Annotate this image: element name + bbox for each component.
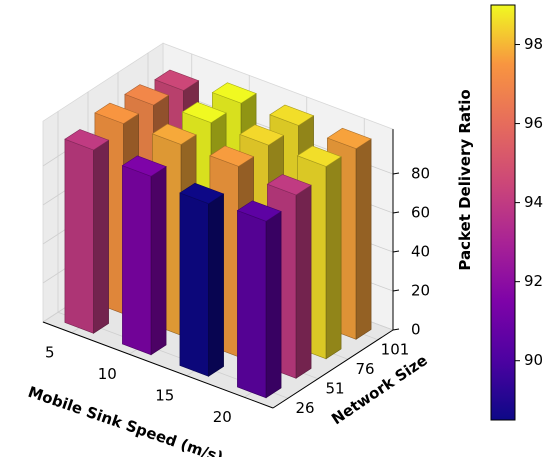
y-tick-label: 51 bbox=[325, 379, 344, 397]
z-axis-label: Packet Delivery Ratio bbox=[456, 89, 474, 270]
bar-5-26 bbox=[64, 129, 110, 334]
bar-10-26 bbox=[121, 155, 167, 356]
z-tick-label: 20 bbox=[411, 282, 430, 300]
z-tick-label: 0 bbox=[411, 321, 421, 339]
x-tick-label: 15 bbox=[155, 386, 174, 404]
z-tick-label: 60 bbox=[411, 204, 430, 222]
colorbar-tick-label: 92 bbox=[524, 272, 543, 290]
x-tick-label: 20 bbox=[213, 408, 232, 426]
bars bbox=[64, 69, 372, 399]
y-tick-label: 101 bbox=[381, 340, 410, 358]
colorbar-tick-label: 90 bbox=[524, 351, 543, 369]
x-axis-label: Mobile Sink Speed (m/s) bbox=[26, 383, 226, 457]
colorbar-ticks: 90 92 94 96 98 bbox=[515, 35, 543, 369]
bar-15-26 bbox=[179, 182, 225, 377]
colorbar bbox=[490, 4, 516, 421]
z-tick-label: 80 bbox=[411, 165, 430, 183]
colorbar-tick-label: 94 bbox=[524, 193, 543, 211]
axis-lines bbox=[42, 129, 394, 409]
y-tick-label: 76 bbox=[355, 360, 374, 378]
colorbar-tick-label: 96 bbox=[524, 114, 543, 132]
z-tick-label: 40 bbox=[411, 243, 430, 261]
x-tick-label: 10 bbox=[98, 365, 117, 383]
x-tick-label: 5 bbox=[45, 343, 55, 361]
y-tick-label: 26 bbox=[295, 399, 314, 417]
bar-20-26 bbox=[236, 200, 282, 399]
colorbar-tick-label: 98 bbox=[524, 35, 543, 53]
